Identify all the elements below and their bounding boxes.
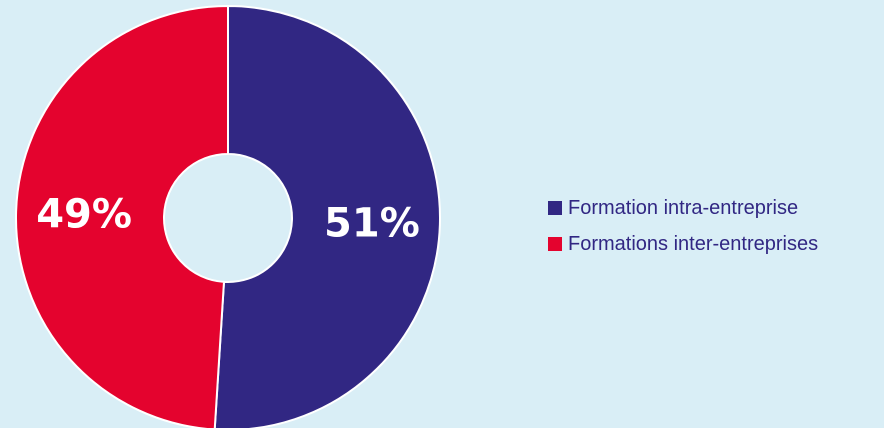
legend-swatch-inter [548, 237, 562, 251]
legend-item-intra: Formation intra-entreprise [548, 196, 818, 220]
data-label-inter: 49% [36, 191, 132, 237]
legend-item-inter: Formations inter-entreprises [548, 232, 818, 256]
data-label-intra: 51% [324, 201, 420, 247]
donut-chart-svg: 51% 49% [15, 4, 441, 428]
legend-label-intra: Formation intra-entreprise [568, 197, 799, 219]
legend-label-inter: Formations inter-entreprises [568, 233, 819, 255]
donut-slice-inter [15, 4, 229, 428]
chart-legend: Formation intra-entreprise Formations in… [548, 196, 818, 256]
donut-slice-intra [213, 4, 441, 428]
legend-swatch-intra [548, 201, 562, 215]
